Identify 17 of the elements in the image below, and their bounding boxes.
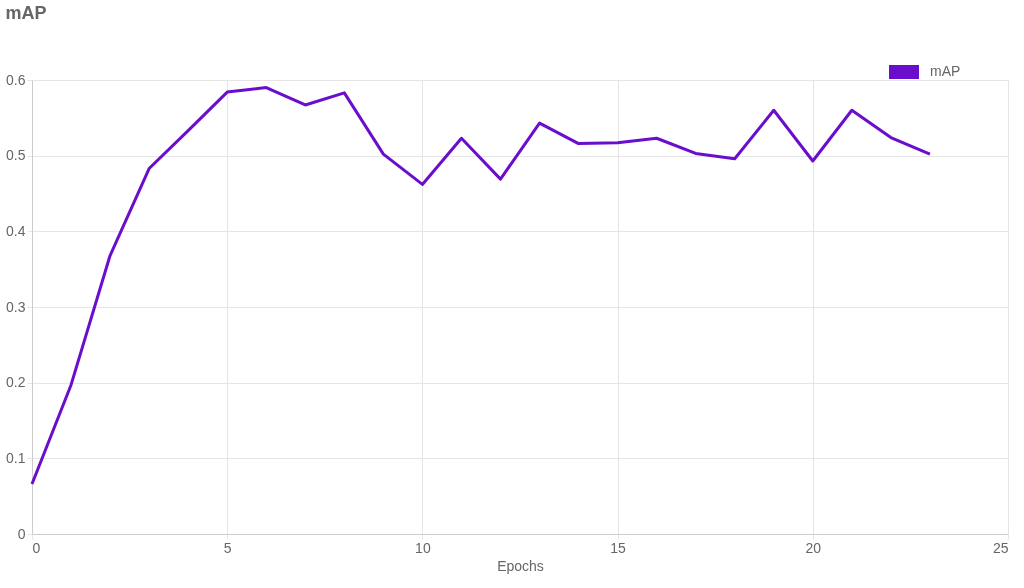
y-tick-label: 0.2	[6, 374, 26, 391]
x-tick-label: 15	[610, 539, 627, 556]
y-tick-label: 0.6	[6, 71, 26, 88]
y-tick-label: 0.1	[6, 449, 26, 466]
x-tick-label: 5	[223, 539, 232, 556]
x-tick-label: 20	[805, 539, 822, 556]
y-tick-label: 0.4	[6, 222, 26, 239]
x-tick-label: 10	[415, 539, 431, 556]
line-series	[30, 86, 932, 486]
legend-label: mAP	[930, 63, 961, 79]
y-tick-label: 0.5	[6, 147, 26, 164]
x-tick-label: 25	[992, 539, 1009, 556]
x-axis-title: Epochs	[497, 557, 544, 574]
y-tick-label: 0.3	[6, 298, 26, 315]
chart-title: mAP	[5, 3, 47, 23]
y-tick-label: 0	[17, 525, 26, 542]
x-tick-label: 0	[32, 539, 41, 556]
